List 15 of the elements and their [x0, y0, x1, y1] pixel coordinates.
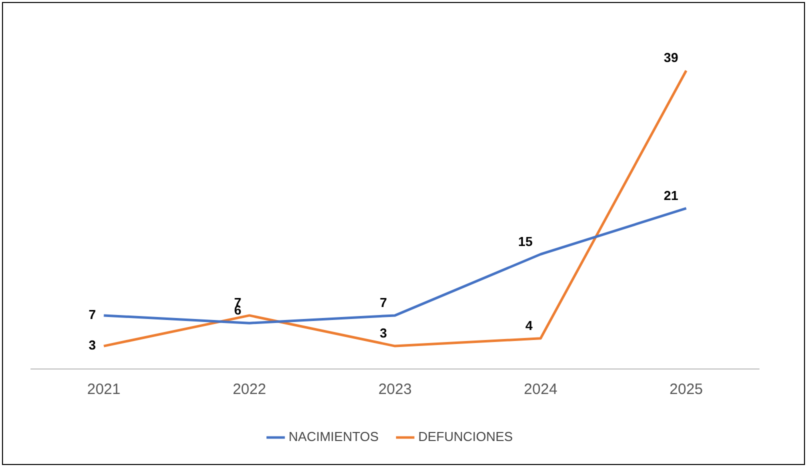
legend-label: DEFUNCIONES	[418, 429, 514, 444]
x-tick-label: 2021	[87, 381, 120, 398]
data-label: 4	[525, 318, 534, 333]
data-label: 3	[380, 326, 387, 341]
data-label: 39	[664, 50, 678, 66]
x-tick-label: 2023	[378, 381, 412, 398]
x-tick-label: 2024	[524, 381, 558, 398]
legend-label: NACIMIENTOS	[288, 429, 380, 444]
x-tick-label: 2022	[232, 381, 266, 398]
x-tick-label: 2025	[670, 381, 703, 398]
data-label: 7	[380, 295, 387, 310]
data-label: 3	[88, 338, 96, 353]
data-label: 21	[664, 188, 678, 203]
data-label: 15	[518, 234, 533, 249]
data-label: 7	[88, 307, 96, 322]
